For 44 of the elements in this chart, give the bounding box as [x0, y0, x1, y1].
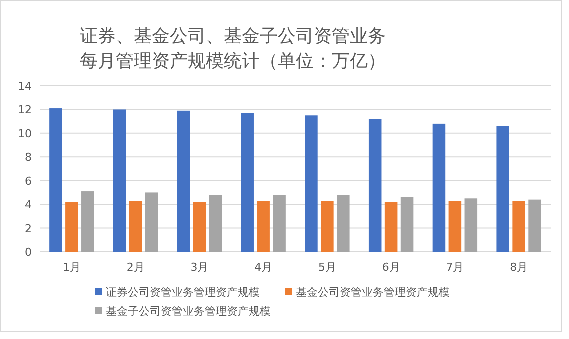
bar	[321, 201, 334, 252]
y-tick-label: 2	[25, 222, 32, 236]
y-tick-label: 6	[25, 174, 32, 188]
chart-title: 证券、基金公司、基金子公司资管业务每月管理资产规模统计（单位：万亿）	[80, 26, 386, 72]
x-tick-label: 5月	[318, 261, 336, 274]
bar	[113, 110, 126, 252]
bar	[448, 201, 462, 252]
y-tick-label: 4	[25, 198, 32, 212]
bar	[512, 201, 526, 252]
bar	[496, 126, 510, 252]
bar	[432, 124, 446, 252]
bar	[305, 116, 318, 252]
legend-label: 证券公司资管业务管理资产规模	[106, 286, 260, 299]
bar	[177, 110, 190, 252]
y-tick-label: 8	[25, 151, 32, 164]
bar	[384, 202, 398, 252]
bar	[50, 108, 62, 252]
bar	[400, 197, 414, 252]
x-tick-label: 8月	[510, 261, 528, 274]
bar	[241, 113, 254, 252]
bar	[368, 119, 382, 252]
bar	[257, 201, 270, 252]
bar	[66, 202, 78, 252]
bar	[82, 192, 94, 252]
x-tick-label: 3月	[190, 261, 209, 274]
bar	[273, 195, 286, 252]
x-tick-label: 6月	[382, 261, 400, 274]
bar	[209, 195, 222, 252]
y-tick-label: 10	[18, 127, 32, 140]
bar	[528, 200, 542, 252]
x-tick-label: 1月	[62, 261, 81, 274]
y-tick-label: 0	[25, 246, 32, 259]
bar	[193, 202, 206, 252]
bar	[337, 195, 350, 252]
y-tick-label: 14	[18, 80, 32, 93]
bar	[464, 198, 478, 252]
y-tick-label: 12	[18, 104, 32, 117]
legend-label: 基金公司资管业务管理资产规模	[296, 286, 450, 299]
bar	[129, 201, 142, 252]
x-tick-label: 2月	[126, 261, 145, 274]
x-tick-label: 4月	[254, 261, 273, 274]
bar	[145, 192, 158, 252]
x-tick-label: 7月	[446, 261, 464, 274]
legend-label: 基金子公司资管业务管理资产规模	[106, 305, 271, 318]
